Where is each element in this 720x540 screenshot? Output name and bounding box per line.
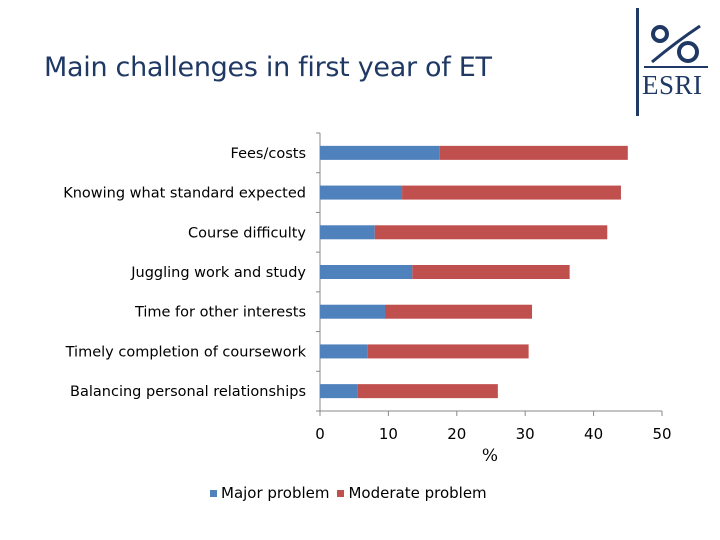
bar-moderate-problem [402,185,621,200]
logo-divider [644,66,708,68]
legend-item-major: Major problem [210,484,329,502]
x-tick-label: 20 [447,425,466,443]
category-label: Time for other interests [134,305,306,321]
x-tick-label: 30 [516,425,535,443]
category-label: Juggling work and study [130,265,306,281]
x-tick-label: 0 [315,425,325,443]
bar-major-problem [320,384,358,399]
bar-major-problem [320,225,375,240]
x-tick-label: 40 [584,425,603,443]
slide-title: Main challenges in first year of ET [44,52,492,83]
legend-item-moderate: Moderate problem [337,484,487,502]
x-tick-label: 50 [652,425,671,443]
legend-swatch-major [210,489,217,497]
bar-major-problem [320,145,440,160]
bar-major-problem [320,304,385,319]
category-label: Course difficulty [188,225,306,241]
category-label: Fees/costs [231,146,306,162]
legend-label-major: Major problem [221,484,330,502]
bar-major-problem [320,265,413,279]
legend-label-moderate: Moderate problem [348,484,487,502]
category-label: Timely completion of coursework [65,344,307,360]
bar-moderate-problem [412,265,570,279]
x-tick-label: 10 [379,425,398,443]
chart-legend: Major problem Moderate problem [210,484,495,502]
logo-rule [636,8,639,116]
bar-moderate-problem [439,145,628,160]
category-label: Balancing personal relationships [70,384,306,400]
x-axis-label: % [482,446,498,466]
bar-moderate-problem [367,344,529,359]
bar-moderate-problem [374,225,608,240]
bar-moderate-problem [357,384,498,399]
logo-mark-icon [651,24,701,64]
bar-major-problem [320,344,368,359]
esri-logo: ESRI [636,8,712,118]
bar-moderate-problem [384,304,533,319]
legend-swatch-moderate [337,489,345,497]
bar-major-problem [320,185,403,200]
category-label: Knowing what standard expected [63,186,306,202]
logo-text: ESRI [642,70,703,100]
